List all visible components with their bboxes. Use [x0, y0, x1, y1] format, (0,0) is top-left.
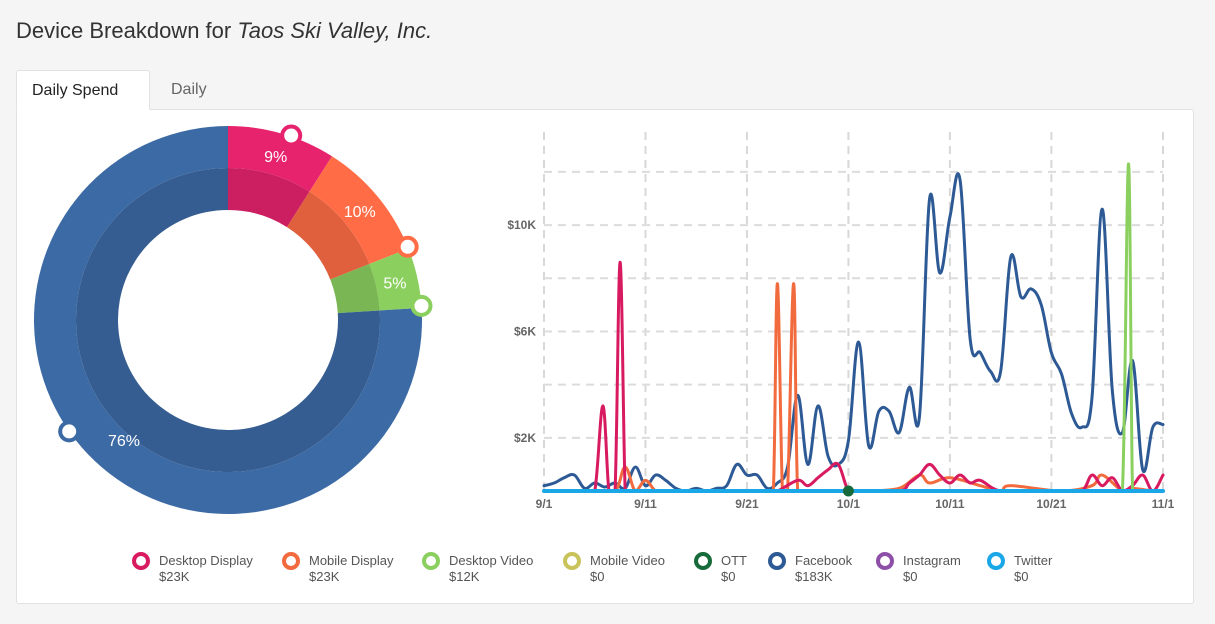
legend-ring-icon	[282, 552, 300, 570]
legend-ring-icon	[563, 552, 581, 570]
legend-label: Mobile Display	[309, 553, 394, 568]
x-tick-label: 10/1	[837, 497, 861, 511]
legend-value: $23K	[309, 569, 340, 584]
donut-label: 10%	[344, 204, 376, 221]
donut-label: 9%	[264, 149, 287, 166]
donut-marker-desktop-video[interactable]	[410, 294, 433, 317]
legend-value: $0	[590, 569, 605, 584]
legend-ring-icon	[694, 552, 712, 570]
legend-ring-icon	[768, 552, 786, 570]
legend-label: Twitter	[1014, 553, 1053, 568]
y-tick-label: $10K	[507, 218, 536, 232]
x-tick-label: 10/21	[1036, 497, 1066, 511]
donut-slice-inner-desktop-video[interactable]	[330, 264, 380, 314]
y-tick-label: $6K	[514, 324, 536, 338]
legend-ring-icon	[876, 552, 894, 570]
legend-label: Instagram	[903, 553, 961, 568]
title-account: Taos Ski Valley, Inc.	[237, 18, 433, 43]
chart-panel: 9% 10% 5% 76% $2K $6K $10K 9/1 9/11 9/21 10/1 10/1…	[16, 109, 1194, 604]
legend-value: $0	[903, 569, 918, 584]
donut-label: 5%	[383, 276, 406, 293]
legend-label: Desktop Video	[449, 553, 534, 568]
title-prefix: Device Breakdown for	[16, 18, 232, 43]
legend-label: OTT	[721, 553, 747, 568]
series-line-facebook[interactable]	[542, 172, 1165, 493]
y-tick-label: $2K	[514, 431, 536, 445]
donut-marker-desktop-display[interactable]	[280, 124, 303, 147]
legend-label: Facebook	[795, 553, 853, 568]
legend-ring-icon	[987, 552, 1005, 570]
x-tick-label: 9/11	[634, 497, 657, 511]
donut-slice-outer-mobile-display[interactable]	[309, 156, 409, 265]
tab-daily-spend[interactable]: Daily Spend	[16, 70, 150, 110]
legend-label: Desktop Display	[159, 553, 253, 568]
legend-value: $0	[721, 569, 736, 584]
legend-ring-icon	[422, 552, 440, 570]
legend-label: Mobile Video	[590, 553, 665, 568]
series-line-desktop-video[interactable]	[542, 162, 1165, 493]
donut-chart: 9% 10% 5% 76%	[33, 124, 433, 514]
page-title: Device Breakdown for Taos Ski Valley, In…	[16, 18, 432, 44]
legend-ring-icon	[132, 552, 150, 570]
point-marker-ott[interactable]	[842, 485, 854, 497]
x-tick-label: 10/11	[935, 497, 965, 511]
line-chart-grid	[543, 132, 1164, 491]
legend-value: $12K	[449, 569, 480, 584]
donut-slice-outer-desktop-display[interactable]	[228, 126, 332, 192]
donut-slice-inner-mobile-display[interactable]	[286, 191, 370, 280]
legend-value: $183K	[795, 569, 833, 584]
x-tick-label: 9/21	[735, 497, 759, 511]
legend-value: $0	[1014, 569, 1029, 584]
donut-slice-inner-desktop-display[interactable]	[228, 168, 310, 228]
tab-daily-impressions[interactable]: Daily Impressions	[171, 81, 257, 138]
legend-value: $23K	[159, 569, 190, 584]
x-tick-label: 11/1	[1152, 497, 1175, 511]
donut-marker-mobile-display[interactable]	[396, 235, 419, 258]
donut-slice-outer-desktop-video[interactable]	[369, 248, 422, 311]
x-tick-label: 9/1	[536, 497, 553, 511]
spend-line-chart: $2K $6K $10K 9/1 9/11 9/21 10/1 10/11 10/21 11/1	[507, 132, 1175, 511]
donut-label: 76%	[108, 433, 140, 450]
donut-marker-facebook[interactable]	[58, 420, 81, 443]
